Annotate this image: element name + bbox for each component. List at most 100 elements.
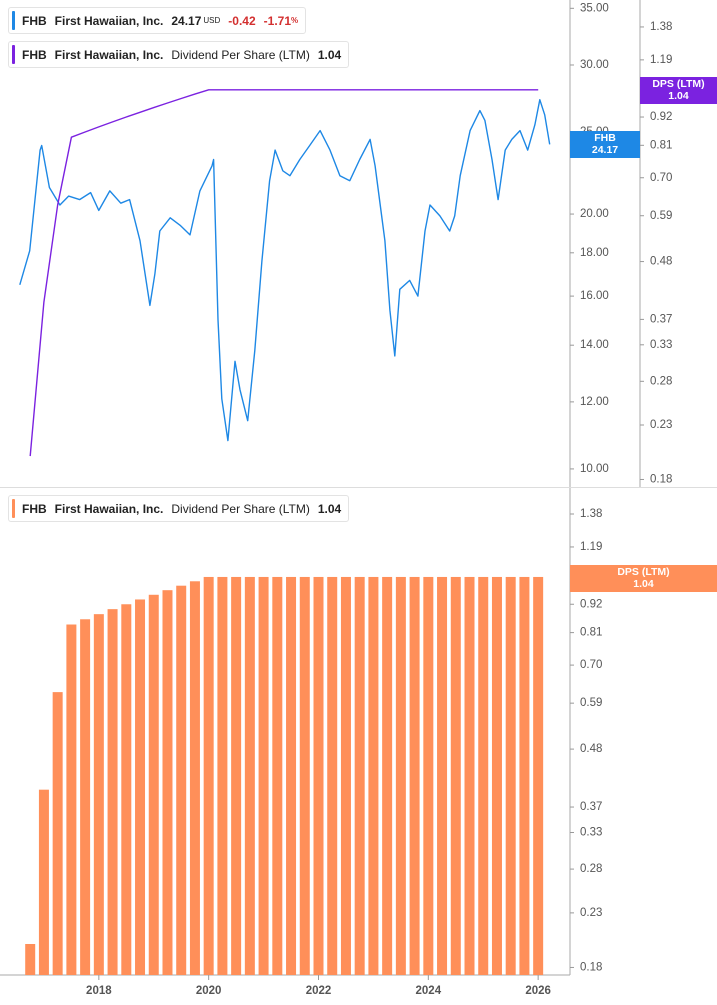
x-tick-label: 2020 (196, 985, 222, 997)
bar (25, 943, 36, 975)
y-tick-label: 0.81 (650, 139, 672, 151)
bar (107, 609, 118, 975)
legend-currency: USD (203, 16, 221, 25)
x-tick-label: 2026 (525, 985, 551, 997)
bar (313, 576, 324, 975)
bar (354, 576, 365, 975)
y-tick-label: 0.48 (580, 743, 602, 755)
y-tick-label: 30.00 (580, 59, 609, 71)
dps-legend: FHB First Hawaiian, Inc. Dividend Per Sh… (8, 41, 350, 68)
bar (382, 576, 393, 975)
y-tick-label: 10.00 (580, 463, 609, 475)
y-tick-label: 0.59 (580, 697, 602, 709)
bar (505, 576, 516, 975)
bar (272, 576, 283, 975)
line-series (19, 99, 551, 442)
dps-tag: DPS (LTM) 1.04 (640, 77, 717, 104)
tag-ticker: FHB (594, 132, 616, 144)
legend-series: Dividend Per Share (LTM) (171, 501, 310, 516)
legend-change-pct: -1.71 (263, 13, 292, 28)
y-tick-label: 35.00 (580, 2, 609, 14)
bar (231, 576, 242, 975)
legend-company: First Hawaiian, Inc. (54, 13, 164, 28)
bar (491, 576, 502, 975)
tag-value: 24.17 (591, 144, 619, 156)
y-tick-label: 0.81 (580, 627, 602, 639)
bar (162, 590, 173, 975)
legend-series: Dividend Per Share (LTM) (171, 47, 310, 62)
y-tick-label: 0.59 (650, 210, 672, 222)
bar (450, 576, 461, 975)
y-tick-label: 0.23 (580, 907, 602, 919)
bar (38, 789, 49, 975)
line-series (29, 89, 539, 457)
bar (203, 576, 214, 975)
bar (148, 594, 159, 975)
bar (80, 619, 91, 975)
y-tick-label: 20.00 (580, 208, 609, 220)
y-tick-label: 16.00 (580, 290, 609, 302)
tag-name: DPS (LTM) (652, 78, 705, 90)
y-tick-label: 0.23 (650, 419, 672, 431)
y-tick-label: 0.70 (650, 172, 672, 184)
x-tick-label: 2018 (86, 985, 112, 997)
tag-value: 1.04 (633, 578, 654, 590)
y-tick-label: 1.38 (580, 508, 602, 520)
bar (244, 576, 255, 975)
y-tick-label: 0.28 (650, 375, 672, 387)
x-tick-label: 2024 (416, 985, 442, 997)
legend-swatch (12, 45, 15, 64)
y-tick-label: 0.37 (650, 313, 672, 325)
bar (189, 581, 200, 975)
bar-legend: FHB First Hawaiian, Inc. Dividend Per Sh… (8, 495, 350, 522)
bar (217, 576, 228, 975)
legend-ticker: FHB (22, 47, 47, 62)
bar (395, 576, 406, 975)
y-tick-label: 1.38 (650, 21, 672, 33)
y-tick-label: 18.00 (580, 247, 609, 259)
legend-company: First Hawaiian, Inc. (54, 501, 164, 516)
y-tick-label: 1.19 (580, 541, 602, 553)
legend-ticker: FHB (22, 13, 47, 28)
y-tick-label: 0.70 (580, 659, 602, 671)
bar (121, 604, 132, 975)
y-tick-label: 14.00 (580, 339, 609, 351)
bar (423, 576, 434, 975)
bar (286, 576, 297, 975)
y-tick-label: 0.33 (580, 827, 602, 839)
bar (368, 576, 379, 975)
y-tick-label: 12.00 (580, 396, 609, 408)
y-tick-label: 0.48 (650, 256, 672, 268)
bar (519, 576, 530, 975)
legend-last: 24.17 (171, 13, 202, 28)
bar (327, 576, 338, 975)
legend-swatch (12, 11, 15, 30)
bar (93, 614, 104, 975)
legend-last: 1.04 (317, 501, 342, 516)
price-tag: FHB 24.17 (570, 131, 640, 158)
bar (299, 576, 310, 975)
y-tick-label: 0.28 (580, 863, 602, 875)
bar (437, 576, 448, 975)
legend-ticker: FHB (22, 501, 47, 516)
bar (478, 576, 489, 975)
bar (258, 576, 269, 975)
bar (52, 692, 63, 975)
y-tick-label: 0.92 (650, 111, 672, 123)
bar (464, 576, 475, 975)
y-tick-label: 0.18 (580, 961, 602, 973)
y-tick-label: 0.92 (580, 598, 602, 610)
bar (176, 585, 187, 975)
bar (409, 576, 420, 975)
y-tick-label: 1.19 (650, 54, 672, 66)
dps-tag: DPS (LTM) 1.04 (570, 565, 717, 592)
x-tick-label: 2022 (306, 985, 332, 997)
tag-value: 1.04 (668, 90, 689, 102)
legend-pct-sign: % (291, 16, 299, 25)
legend-last: 1.04 (317, 47, 342, 62)
legend-change: -0.42 (228, 13, 256, 28)
bar (340, 576, 351, 975)
y-tick-label: 0.18 (650, 473, 672, 485)
